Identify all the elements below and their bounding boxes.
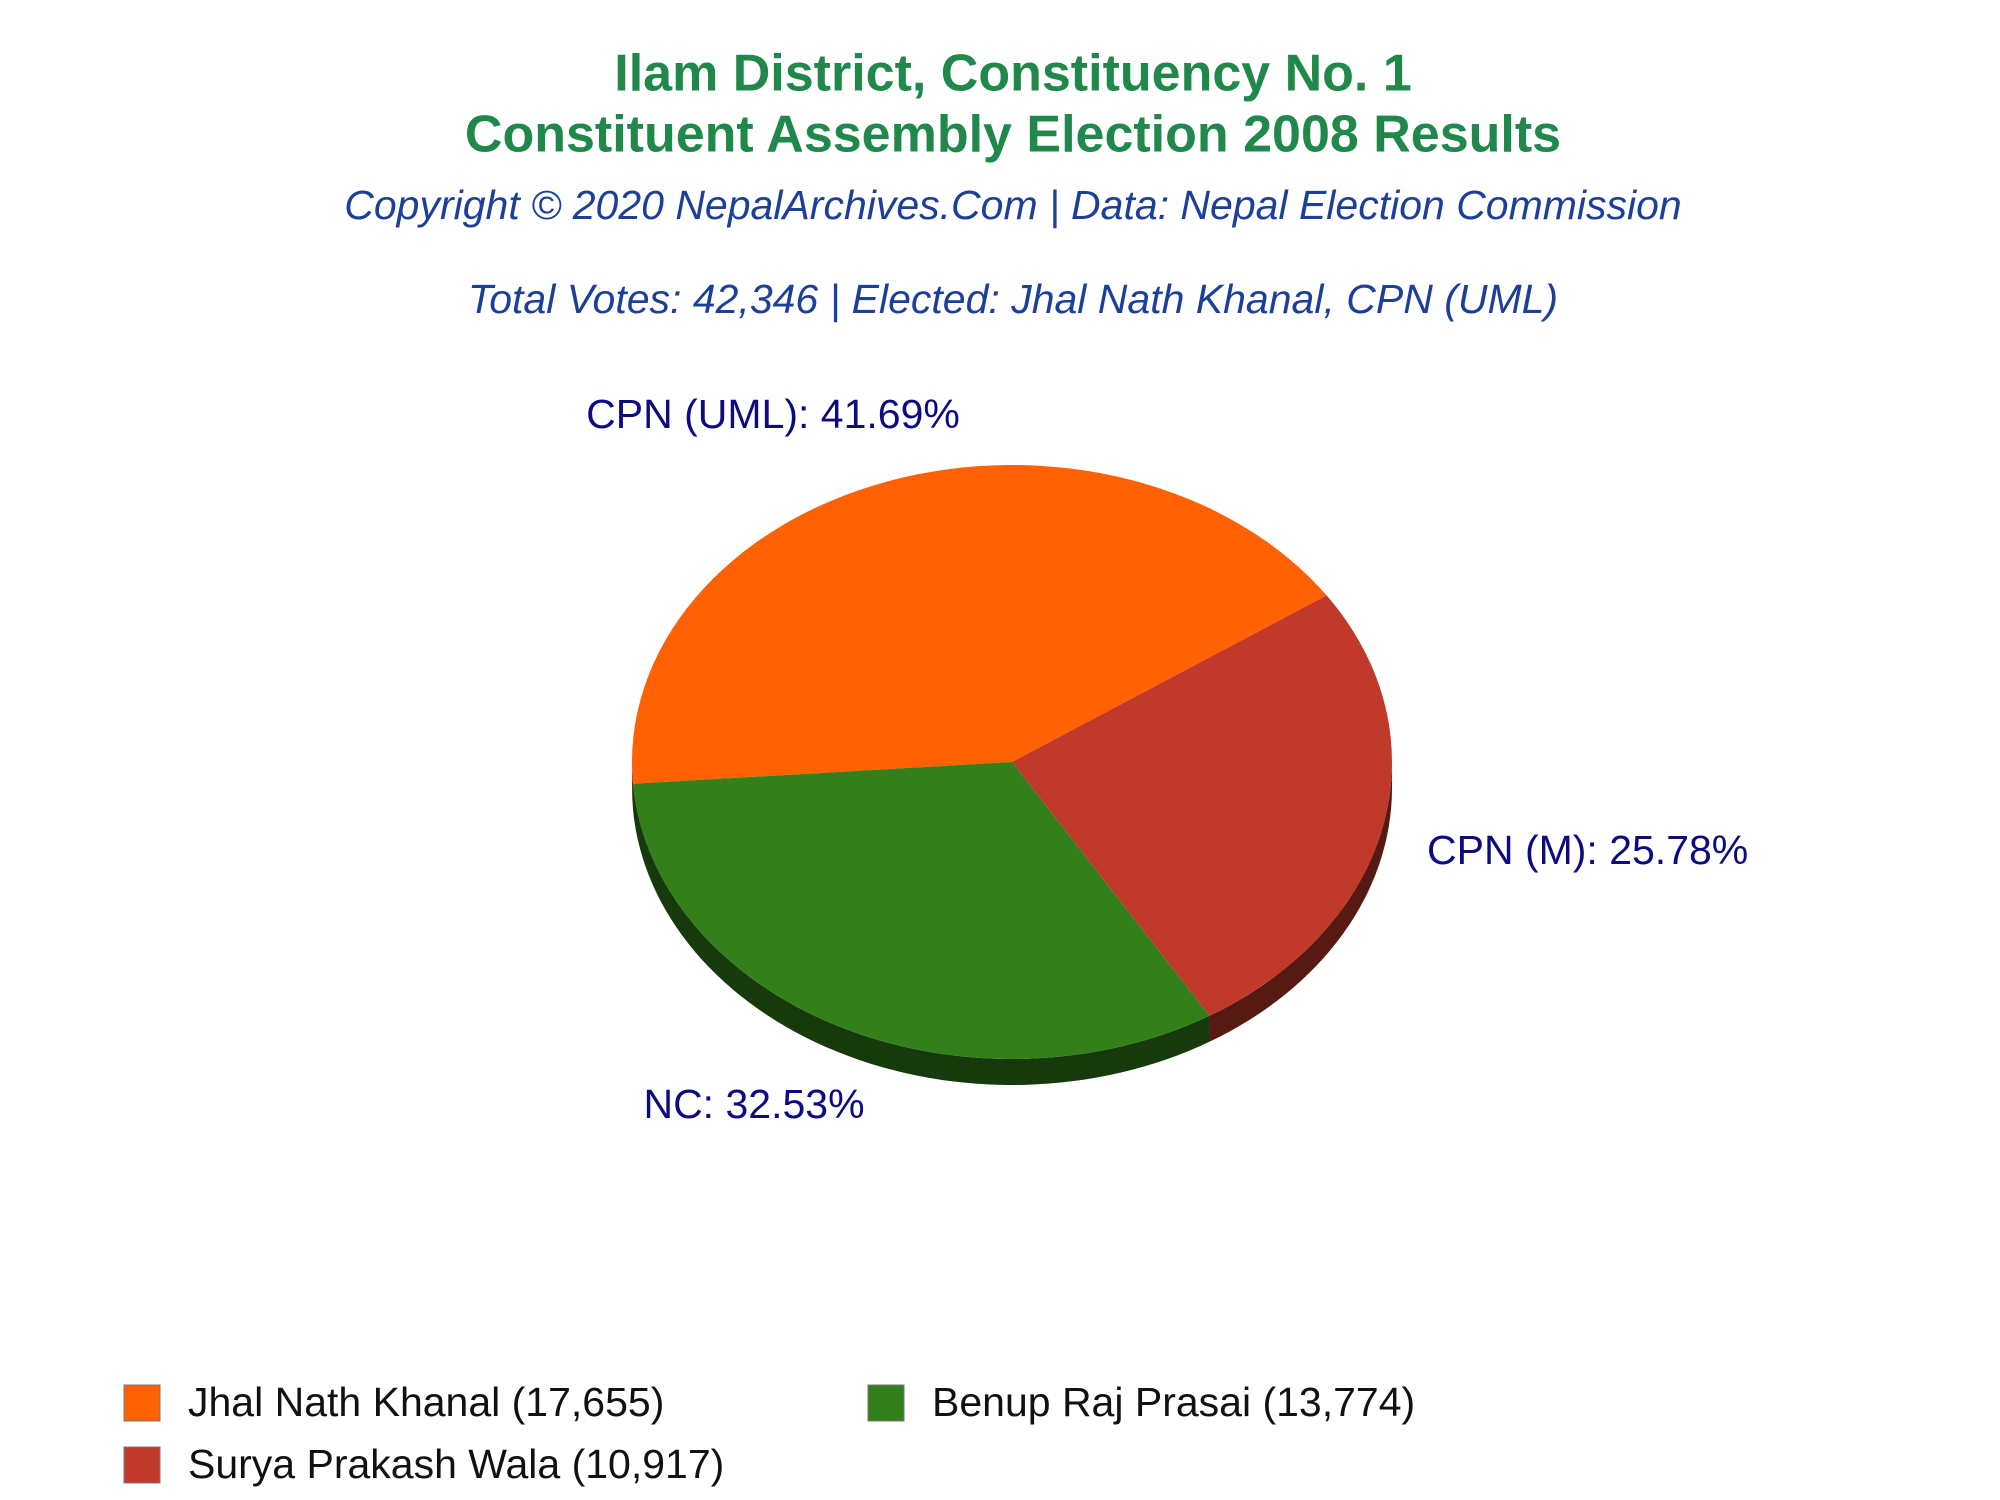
pie-side <box>1209 762 1392 1042</box>
legend: Jhal Nath Khanal (17,655) Surya Prakash W… <box>123 1379 1415 1487</box>
chart-summary: Total Votes: 42,346 | Elected: Jhal Nath… <box>468 276 1558 322</box>
chart-title: Constituent Assembly Election 2008 Resul… <box>465 106 1561 164</box>
data-label: CPN (UML): 41.69% <box>586 391 960 437</box>
legend-label: Surya Prakash Wala (10,917) <box>188 1441 724 1487</box>
chart-subtitle: Copyright © 2020 NepalArchives.Com | Dat… <box>344 182 1682 228</box>
data-label: NC: 32.53% <box>643 1081 864 1127</box>
pie-slice <box>632 465 1327 784</box>
pie-side <box>633 783 1210 1085</box>
legend-swatch <box>123 1384 161 1422</box>
data-label: CPN (M): 25.78% <box>1427 827 1748 873</box>
legend-label: Jhal Nath Khanal (17,655) <box>188 1379 664 1425</box>
legend-label: Benup Raj Prasai (13,774) <box>932 1379 1415 1425</box>
legend-swatch <box>123 1446 161 1484</box>
pie-sides <box>632 762 1392 1085</box>
pie <box>632 465 1392 1059</box>
chart-title: Ilam District, Constituency No. 1 <box>614 45 1412 103</box>
legend-swatch <box>867 1384 905 1422</box>
pie-slice <box>1012 595 1392 1016</box>
labels: CPN (UML): 41.69% CPN (M): 25.78% NC: 32.5… <box>586 391 1748 1127</box>
pie-side <box>632 762 634 810</box>
pie-slice <box>633 762 1210 1059</box>
